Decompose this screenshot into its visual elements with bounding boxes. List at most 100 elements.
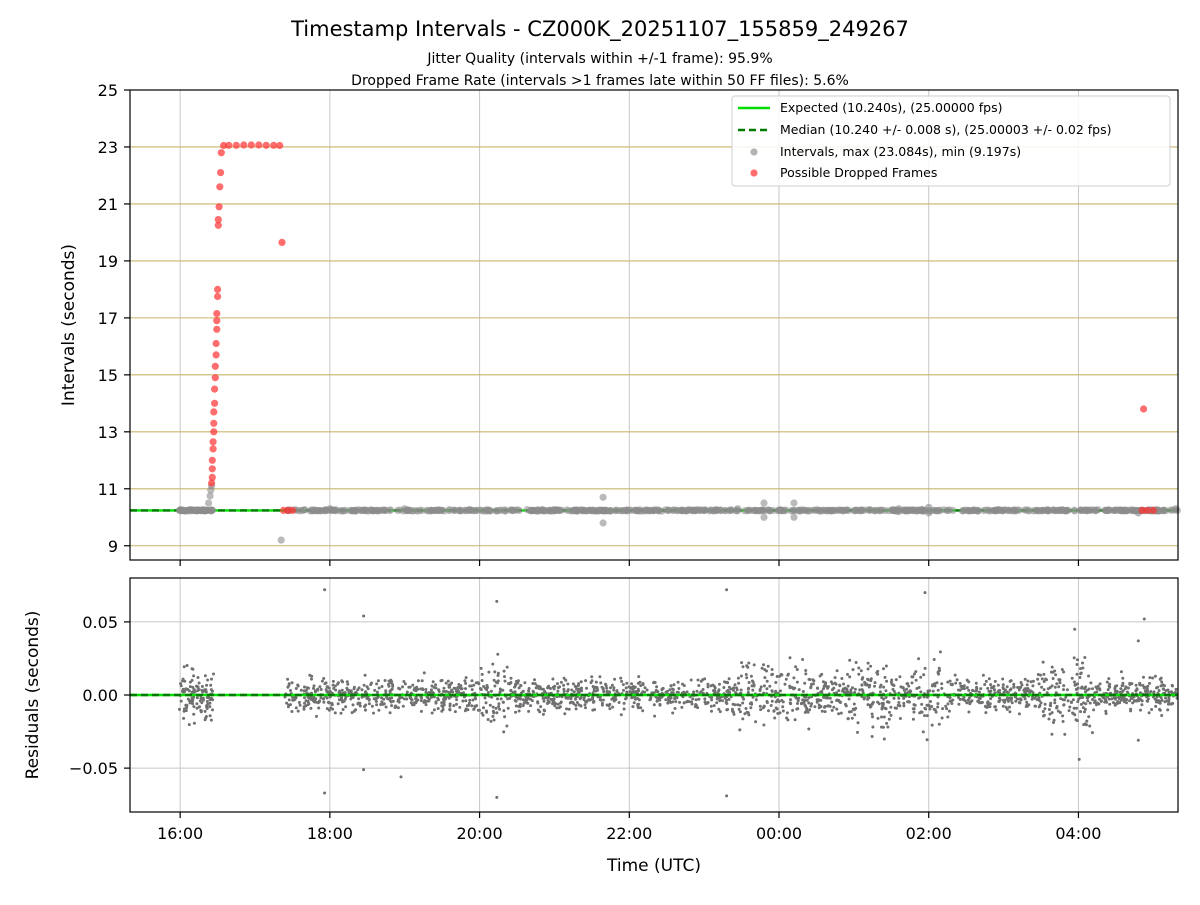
- residual-point: [864, 683, 868, 687]
- residual-point: [885, 679, 889, 683]
- residual-point: [1087, 715, 1091, 719]
- residual-point: [1001, 683, 1005, 687]
- residual-point: [483, 696, 487, 700]
- residual-point: [1119, 687, 1123, 691]
- residual-point: [770, 689, 774, 693]
- residual-point: [502, 669, 506, 673]
- residual-point: [986, 686, 990, 690]
- residual-point: [712, 684, 716, 688]
- residual-point: [859, 669, 863, 673]
- residual-point: [1070, 676, 1074, 680]
- residual-point: [462, 691, 465, 695]
- residual-point: [442, 698, 445, 702]
- residual-point: [835, 707, 839, 711]
- residual-point: [212, 672, 215, 676]
- residual-point: [658, 702, 662, 706]
- residual-point: [576, 684, 580, 687]
- residual-point: [566, 696, 570, 700]
- residual-point: [639, 684, 643, 688]
- residual-point: [762, 663, 765, 667]
- residual-point: [839, 711, 843, 715]
- residual-point: [1053, 698, 1057, 702]
- residual-point: [712, 704, 716, 708]
- residual-point: [902, 688, 906, 692]
- residual-point: [364, 703, 368, 707]
- residual-point: [570, 688, 574, 692]
- interval-point: [585, 506, 593, 515]
- interval-point: [508, 506, 517, 514]
- residual-point: [1098, 687, 1102, 691]
- residual-point: [653, 714, 657, 718]
- residual-point: [727, 677, 731, 681]
- residual-point: [203, 718, 207, 722]
- residual-point: [478, 687, 482, 690]
- interval-point: [535, 507, 543, 515]
- residual-point: [822, 687, 825, 691]
- residual-point: [1072, 706, 1076, 710]
- residual-point: [487, 670, 491, 674]
- residual-point: [409, 701, 413, 705]
- residual-point: [303, 685, 306, 689]
- residual-point: [1148, 676, 1152, 680]
- residual-point: [785, 716, 789, 720]
- residual-point: [294, 687, 298, 690]
- residual-point: [1058, 678, 1062, 682]
- residual-point: [754, 720, 758, 724]
- residual-point: [944, 704, 948, 708]
- residual-point: [1135, 687, 1139, 691]
- residual-point: [912, 710, 916, 714]
- residual-point: [736, 703, 740, 707]
- residual-point: [320, 679, 324, 683]
- interval-point: [910, 506, 918, 514]
- dropped-frame-point: [210, 428, 218, 436]
- residual-point: [290, 710, 294, 713]
- residual-point: [1060, 668, 1064, 671]
- residual-point: [857, 666, 861, 670]
- residual-point: [205, 705, 209, 709]
- residual-point: [305, 686, 309, 690]
- residual-point: [204, 688, 208, 692]
- residual-point: [386, 683, 390, 686]
- residual-point: [1014, 695, 1017, 699]
- dropped-frame-point: [211, 362, 219, 370]
- residual-point: [316, 687, 320, 691]
- residual-point: [847, 697, 851, 701]
- residual-point: [388, 711, 392, 715]
- residual-point: [941, 707, 945, 711]
- residual-point: [991, 686, 995, 690]
- residual-point: [567, 707, 571, 711]
- residual-point: [924, 707, 928, 711]
- residual-point: [1039, 701, 1043, 705]
- residual-point: [283, 695, 287, 699]
- residual-point: [185, 664, 189, 667]
- residual-point: [1120, 690, 1124, 693]
- interval-point: [412, 507, 420, 515]
- residual-point: [383, 679, 387, 682]
- residual-point: [402, 680, 406, 683]
- residual-point: [781, 709, 785, 713]
- residual-point: [464, 687, 467, 691]
- residual-point: [894, 678, 898, 682]
- residual-point: [881, 725, 885, 729]
- residual-point: [795, 680, 799, 684]
- residual-point: [799, 702, 803, 706]
- residual-point: [766, 664, 770, 668]
- residual-point: [331, 707, 335, 711]
- residual-point: [1141, 684, 1145, 687]
- residual-point: [344, 695, 348, 699]
- residual-point: [1037, 698, 1041, 702]
- residual-point: [377, 686, 381, 690]
- residual-point: [803, 710, 807, 714]
- residual-point: [302, 707, 306, 711]
- residual-point: [184, 687, 188, 691]
- residual-point: [694, 698, 698, 702]
- residual-point: [527, 689, 531, 693]
- residual-point: [599, 698, 603, 702]
- residual-point: [1102, 696, 1106, 700]
- residual-point: [498, 707, 501, 711]
- intervals-points: [175, 141, 1181, 544]
- residual-point: [330, 703, 334, 707]
- residual-point: [846, 672, 849, 676]
- residual-point: [993, 679, 997, 683]
- residual-point: [1051, 677, 1055, 680]
